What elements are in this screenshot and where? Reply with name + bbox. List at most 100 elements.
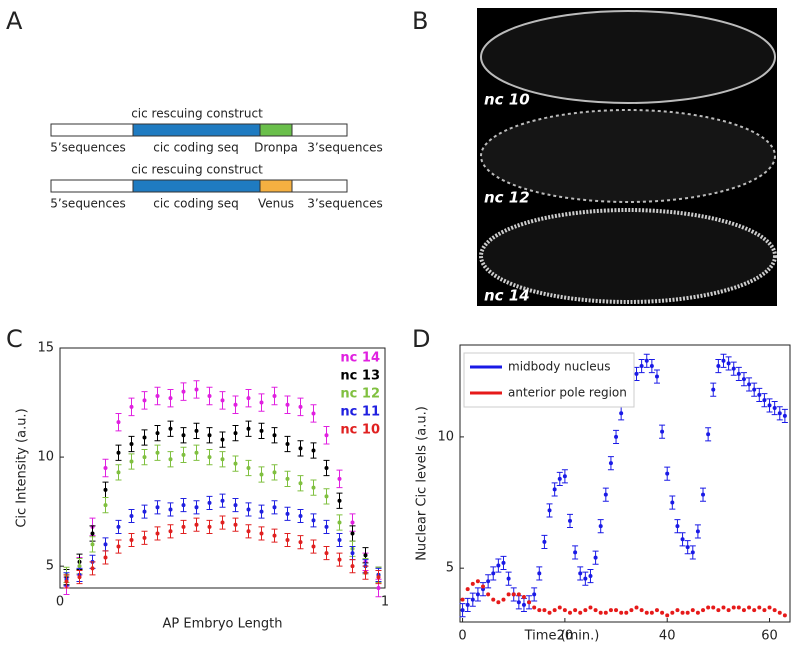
x-axis-label: AP Embryo Length xyxy=(163,617,283,632)
data-point xyxy=(716,364,721,369)
data-point xyxy=(675,608,680,613)
data-point xyxy=(537,608,542,613)
data-point xyxy=(608,608,613,613)
data-point xyxy=(259,509,264,514)
data-point xyxy=(220,457,225,462)
x-tick-label: 0 xyxy=(458,629,466,644)
data-point xyxy=(324,524,329,529)
data-point xyxy=(233,461,238,466)
data-point xyxy=(272,505,277,510)
data-point xyxy=(619,610,624,615)
data-point xyxy=(578,610,583,615)
data-point xyxy=(706,605,711,610)
data-point xyxy=(194,505,199,510)
data-point xyxy=(220,437,225,442)
data-point xyxy=(711,387,716,392)
data-point xyxy=(521,602,526,607)
data-point xyxy=(624,610,629,615)
data-point xyxy=(376,586,381,590)
data-point xyxy=(721,605,726,610)
image-label: nc 12 xyxy=(484,189,530,207)
data-point xyxy=(598,610,603,615)
data-point xyxy=(363,570,368,575)
data-point xyxy=(557,476,562,481)
y-tick-label: 10 xyxy=(37,450,54,465)
data-point xyxy=(272,470,277,475)
data-point xyxy=(272,394,277,398)
legend-label: anterior pole region xyxy=(508,386,627,400)
data-point xyxy=(593,608,598,613)
data-point xyxy=(350,564,355,569)
data-point xyxy=(220,498,225,503)
data-point xyxy=(552,608,557,613)
data-point xyxy=(103,555,108,560)
data-point xyxy=(116,544,121,549)
data-point xyxy=(614,434,619,439)
data-point xyxy=(644,610,649,615)
data-point xyxy=(660,610,665,615)
data-point xyxy=(194,522,199,527)
data-point xyxy=(103,503,108,508)
data-point xyxy=(142,398,147,403)
data-point xyxy=(516,592,521,597)
y-tick-label: 5 xyxy=(446,561,454,576)
data-point xyxy=(711,605,716,610)
data-point xyxy=(350,551,355,556)
data-point xyxy=(552,487,557,492)
data-point xyxy=(129,404,134,409)
data-point xyxy=(298,446,303,451)
microscopy-image: nc 10 nc 12 nc 14 xyxy=(477,8,777,306)
data-point xyxy=(298,404,303,409)
data-point xyxy=(680,537,685,542)
construct-title: cic rescuing construct xyxy=(131,163,263,177)
data-point xyxy=(496,600,501,605)
data-point xyxy=(736,371,741,376)
y-axis-label: Nuclear Cic levels (a.u.) xyxy=(415,406,430,561)
data-point xyxy=(77,575,82,580)
data-point xyxy=(311,448,316,453)
data-point xyxy=(747,382,752,387)
data-point xyxy=(168,396,173,401)
data-point xyxy=(706,432,711,437)
y-axis-label: Cic Intensity (a.u.) xyxy=(15,408,30,527)
data-point xyxy=(129,459,134,464)
data-point xyxy=(731,605,736,610)
data-point xyxy=(181,389,186,394)
y-tick-label: 15 xyxy=(37,341,54,356)
data-point xyxy=(685,610,690,615)
data-point xyxy=(532,605,537,610)
data-point xyxy=(233,402,238,407)
data-point xyxy=(298,540,303,545)
data-point xyxy=(762,398,767,403)
data-point xyxy=(752,387,757,392)
data-point xyxy=(142,455,147,460)
data-point xyxy=(777,610,782,615)
data-point xyxy=(285,538,290,542)
data-point xyxy=(726,608,731,613)
data-point xyxy=(129,514,134,518)
segment-label: 3’sequences xyxy=(307,197,383,211)
data-point xyxy=(660,429,665,434)
data-point xyxy=(639,364,644,369)
data-point xyxy=(506,592,511,597)
legend-label: midbody nucleus xyxy=(508,360,611,374)
data-point xyxy=(695,529,700,534)
data-point xyxy=(233,503,238,508)
data-point xyxy=(634,371,639,376)
data-point xyxy=(782,613,787,618)
data-point xyxy=(501,560,506,565)
segment-label: 5’sequences xyxy=(50,197,126,211)
data-point xyxy=(470,581,475,586)
data-point xyxy=(311,518,316,523)
data-point xyxy=(194,450,199,455)
data-point xyxy=(259,400,264,405)
data-point xyxy=(573,608,578,613)
legend-label: nc 11 xyxy=(340,405,380,420)
data-point xyxy=(752,608,757,613)
panel-letter: A xyxy=(6,7,23,35)
data-point xyxy=(207,500,212,505)
data-point xyxy=(516,600,521,605)
data-point xyxy=(181,433,186,438)
segment xyxy=(291,179,348,193)
panel-letter: B xyxy=(412,7,428,35)
